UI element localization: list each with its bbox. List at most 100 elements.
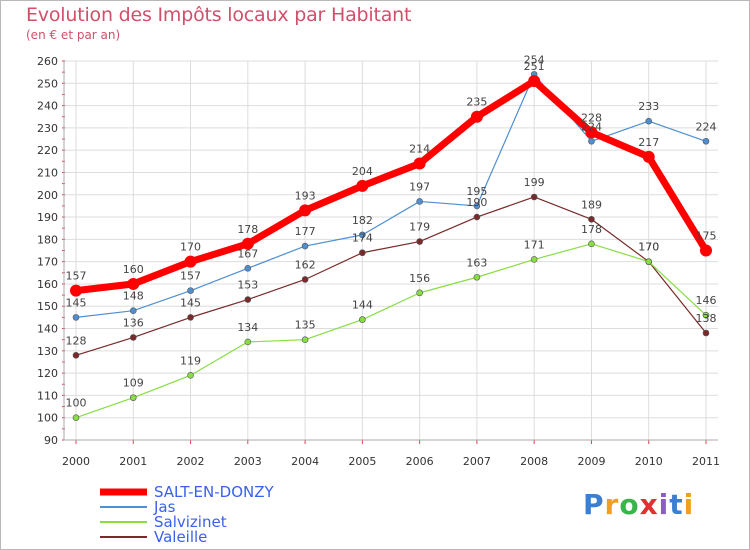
data-label: 177 bbox=[295, 225, 316, 238]
y-tick-label: 180 bbox=[37, 233, 58, 246]
data-label: 157 bbox=[180, 270, 201, 283]
data-point bbox=[72, 414, 80, 422]
chart-subtitle: (en € et par an) bbox=[26, 28, 121, 42]
x-tick-label: 2011 bbox=[692, 455, 720, 468]
data-point bbox=[244, 265, 252, 272]
y-tick-label: 130 bbox=[37, 345, 58, 358]
data-point bbox=[301, 276, 309, 283]
y-tick-label: 140 bbox=[37, 323, 58, 336]
data-label: 190 bbox=[466, 196, 487, 209]
data-point bbox=[129, 394, 137, 401]
data-point bbox=[127, 277, 140, 290]
series-line bbox=[75, 196, 707, 356]
y-tick-label: 210 bbox=[37, 166, 58, 179]
data-label: 170 bbox=[638, 241, 659, 254]
x-tick-label: 2010 bbox=[635, 455, 663, 468]
data-label: 170 bbox=[180, 241, 201, 254]
data-label: 100 bbox=[66, 397, 87, 410]
data-point bbox=[530, 256, 538, 263]
data-point bbox=[301, 242, 309, 250]
data-label: 138 bbox=[696, 312, 717, 325]
data-label: 136 bbox=[123, 316, 144, 329]
data-point bbox=[359, 316, 366, 323]
data-point bbox=[473, 202, 481, 210]
legend-label: Salvizinet bbox=[154, 513, 227, 531]
data-label: 178 bbox=[581, 223, 602, 236]
data-point bbox=[530, 193, 538, 201]
x-tick-label: 2007 bbox=[463, 455, 491, 468]
y-tick-label: 230 bbox=[37, 122, 58, 135]
data-point bbox=[702, 329, 710, 337]
data-point bbox=[359, 231, 366, 239]
data-point bbox=[359, 249, 366, 257]
data-label: 170 bbox=[638, 241, 659, 254]
series-line bbox=[75, 77, 709, 295]
data-point bbox=[299, 204, 312, 217]
x-tick-label: 2000 bbox=[62, 455, 90, 468]
logo-letter: P bbox=[583, 488, 605, 521]
data-point bbox=[473, 273, 481, 281]
data-point bbox=[588, 215, 595, 223]
data-point bbox=[244, 296, 252, 303]
y-tick-label: 170 bbox=[37, 256, 58, 269]
data-label: 175 bbox=[696, 230, 717, 243]
data-label: 214 bbox=[409, 143, 430, 156]
data-label: 179 bbox=[409, 221, 430, 234]
x-tick-label: 2009 bbox=[577, 455, 605, 468]
data-label: 193 bbox=[295, 189, 316, 202]
data-label: 109 bbox=[123, 377, 144, 390]
data-label: 199 bbox=[524, 176, 545, 189]
data-label: 197 bbox=[409, 180, 430, 193]
data-point bbox=[129, 334, 137, 341]
logo-letter: i bbox=[683, 488, 695, 521]
data-label: 146 bbox=[696, 294, 717, 307]
data-label: 162 bbox=[295, 258, 316, 271]
x-tick-label: 2005 bbox=[348, 455, 376, 468]
data-label: 254 bbox=[524, 53, 545, 66]
data-label: 128 bbox=[66, 334, 87, 347]
y-tick-label: 150 bbox=[37, 300, 58, 313]
data-label: 135 bbox=[295, 319, 316, 332]
data-point bbox=[588, 240, 595, 248]
data-point bbox=[642, 150, 655, 163]
data-label: 167 bbox=[237, 247, 258, 260]
data-label: 195 bbox=[466, 185, 487, 198]
data-label: 182 bbox=[352, 214, 373, 227]
data-point bbox=[244, 338, 252, 346]
x-tick-label: 2008 bbox=[520, 455, 548, 468]
legend-label: Valeille bbox=[154, 528, 207, 546]
data-label: 144 bbox=[352, 299, 373, 312]
data-point bbox=[700, 244, 712, 257]
plot-area bbox=[64, 61, 718, 440]
data-label: 204 bbox=[352, 165, 373, 178]
data-label: 235 bbox=[466, 96, 487, 109]
data-label: 119 bbox=[180, 354, 201, 367]
legend-label: SALT-EN-DONZY bbox=[154, 483, 275, 501]
data-point bbox=[473, 213, 481, 221]
logo-letter: i bbox=[658, 488, 670, 521]
logo-letter: r bbox=[604, 488, 620, 521]
chart-title: Evolution des Impôts locaux par Habitant bbox=[26, 4, 412, 26]
data-point bbox=[356, 179, 369, 192]
y-tick-label: 190 bbox=[37, 211, 58, 224]
y-tick-label: 120 bbox=[37, 367, 58, 380]
data-label: 157 bbox=[66, 270, 87, 283]
y-tick-label: 220 bbox=[37, 144, 58, 157]
data-point bbox=[413, 157, 426, 170]
data-point bbox=[416, 289, 423, 297]
data-label: 224 bbox=[581, 120, 602, 133]
data-label: 224 bbox=[696, 120, 717, 133]
data-point bbox=[187, 314, 194, 321]
data-point bbox=[470, 110, 483, 123]
data-label: 178 bbox=[237, 223, 258, 236]
data-label: 153 bbox=[237, 279, 258, 292]
data-point bbox=[301, 336, 309, 343]
proxiti-logo: Proxiti bbox=[583, 488, 694, 521]
data-label: 174 bbox=[352, 232, 373, 245]
y-tick-label: 160 bbox=[37, 278, 58, 291]
data-point bbox=[702, 137, 710, 145]
y-tick-label: 240 bbox=[37, 100, 58, 113]
data-point bbox=[585, 126, 598, 139]
y-tick-label: 110 bbox=[37, 389, 58, 402]
